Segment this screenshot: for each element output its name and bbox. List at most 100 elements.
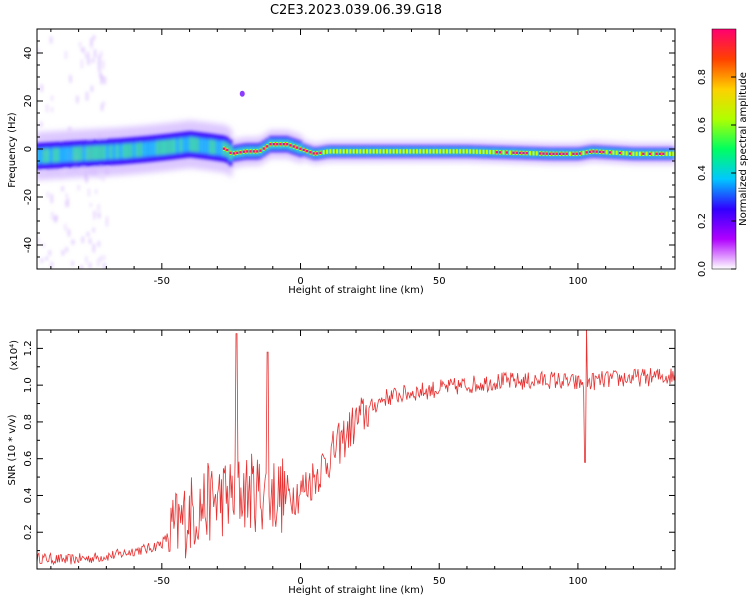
spectrogram-ticks: -50 0 50 100 -40 -20 0 20 40 (23, 29, 675, 287)
core-cell (53, 148, 56, 163)
y-tick-label: 0.8 (23, 414, 34, 430)
peak-cell (529, 151, 532, 156)
x-tick-label: 0 (297, 576, 303, 587)
max-cell (309, 151, 312, 154)
core-cell (156, 140, 159, 156)
peak-cell (386, 149, 389, 154)
peak-cell (326, 149, 329, 154)
max-cell (522, 151, 525, 155)
peak-cell (532, 151, 535, 156)
noise-cell (78, 42, 81, 47)
peak-cell (509, 150, 512, 155)
max-cell (662, 152, 665, 155)
max-cell (525, 151, 528, 155)
core-cell (212, 140, 215, 155)
noise-cell (105, 219, 108, 227)
y-tick-label: 1.0 (23, 377, 34, 393)
max-cell (552, 152, 555, 155)
peak-cell (379, 149, 382, 154)
noise-cell (81, 47, 84, 52)
noise-cell (69, 75, 72, 83)
peak-cell (336, 149, 339, 154)
noise-cell (61, 186, 64, 192)
core-cell (109, 144, 112, 160)
noise-cell (45, 256, 48, 261)
y-tick-label: 0.4 (23, 488, 34, 504)
noise-cell (100, 50, 103, 57)
noise-cell (40, 121, 43, 127)
peak-cell (635, 151, 638, 156)
colorbar: 0.0 0.2 0.4 0.6 0.8 Normalized spectral ampl… (697, 28, 749, 277)
max-cell (269, 143, 272, 146)
core-cell (136, 142, 139, 158)
y-tick-label: 0.2 (23, 524, 34, 540)
peak-cell (605, 150, 608, 155)
noise-cell (42, 243, 45, 248)
noise-cell (46, 191, 49, 198)
peak-cell (615, 150, 618, 155)
peak-cell (322, 150, 325, 155)
y-tick-label: 20 (23, 95, 34, 108)
core-cell (113, 144, 116, 159)
colorbar-tick-label: 0.0 (697, 261, 708, 277)
noise-cell (85, 175, 88, 183)
peak-cell (409, 149, 412, 154)
spectrogram-x-axis-label: Height of straight line (km) (288, 285, 424, 296)
noise-cell (83, 47, 86, 54)
peak-cell (632, 151, 635, 156)
max-cell (249, 150, 252, 153)
peak-cell (395, 149, 398, 154)
peak-cell (462, 149, 465, 154)
noise-cell (98, 134, 101, 141)
noise-cell (90, 85, 93, 92)
max-cell (642, 152, 645, 155)
core-cell (192, 137, 195, 152)
core-cell (49, 148, 52, 163)
noise-cell (50, 194, 53, 204)
max-cell (296, 146, 299, 149)
core-cell (37, 149, 39, 164)
peak-cell (492, 149, 495, 155)
noise-cell (67, 229, 70, 237)
noise-cell (80, 59, 83, 69)
peak-cell (485, 149, 488, 155)
core-cell (196, 137, 199, 153)
noise-cell (48, 250, 51, 256)
max-cell (542, 152, 545, 155)
peak-cell (475, 149, 478, 154)
peak-cell (392, 149, 395, 154)
peak-cell (479, 149, 482, 154)
noise-cell (100, 255, 103, 262)
noise-cell (97, 258, 100, 267)
peak-cell (452, 149, 455, 154)
core-cell (89, 145, 92, 161)
noise-cell (98, 212, 101, 219)
noise-cell (80, 265, 83, 269)
max-cell (279, 143, 282, 146)
core-cell (133, 143, 136, 158)
noise-cell (102, 173, 105, 182)
peak-cell (412, 149, 415, 154)
snr-series-line (37, 330, 675, 566)
noise-cell (42, 171, 45, 177)
core-cell (143, 142, 146, 157)
peak-cell (432, 149, 435, 154)
noise-cell (92, 243, 95, 253)
peak-cell (382, 149, 385, 154)
core-cell (169, 139, 172, 154)
y-tick-label: 0 (23, 146, 34, 152)
max-cell (655, 152, 658, 155)
noise-cell (239, 90, 245, 97)
peak-cell (622, 151, 625, 156)
noise-cell (87, 56, 90, 65)
noise-cell (102, 101, 105, 106)
peak-cell (425, 149, 428, 154)
max-cell (262, 147, 265, 150)
noise-cell (87, 188, 90, 197)
peak-cell (356, 149, 359, 154)
core-cell (56, 147, 59, 163)
peak-cell (535, 151, 538, 156)
max-cell (572, 152, 575, 155)
core-cell (86, 146, 89, 161)
noise-cell (66, 198, 69, 207)
